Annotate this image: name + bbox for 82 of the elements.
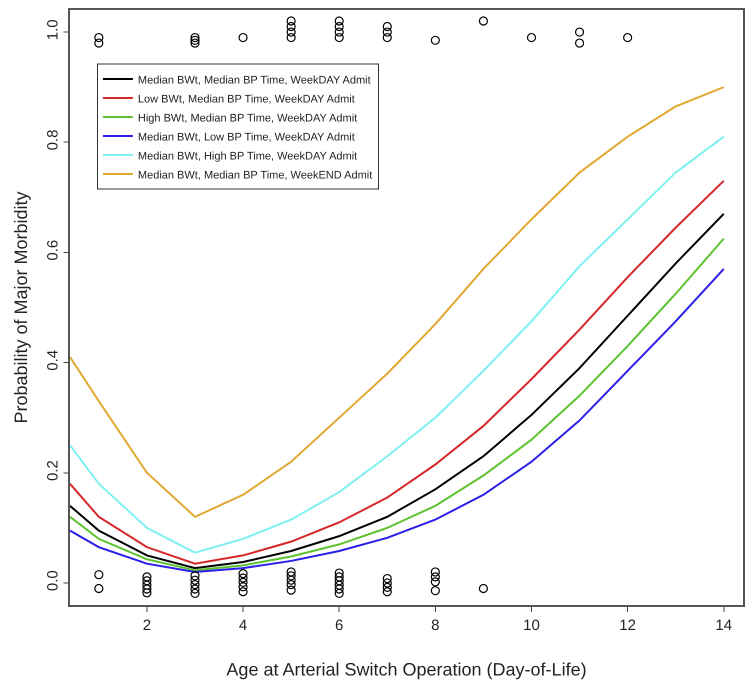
point	[334, 568, 344, 578]
point	[238, 582, 248, 592]
point	[334, 584, 344, 594]
x-tick-label: 14	[715, 616, 732, 634]
point	[142, 584, 152, 594]
point	[574, 27, 584, 37]
point	[142, 576, 152, 586]
point	[142, 572, 152, 582]
point	[526, 32, 536, 42]
point	[286, 580, 296, 590]
point	[190, 36, 200, 45]
legend-label: Low BWt, Median BP Time, WeekDAY Admit	[138, 93, 355, 106]
point	[190, 38, 200, 48]
point	[94, 570, 104, 580]
point	[286, 571, 296, 580]
point	[430, 577, 440, 586]
point	[574, 38, 584, 48]
x-tick-label: 6	[335, 616, 344, 634]
point	[238, 569, 248, 578]
y-axis-title: Probability of Major Morbidity	[10, 191, 31, 424]
x-tick-label: 10	[523, 616, 540, 634]
y-tick-label: 0.0	[44, 570, 62, 592]
point	[94, 32, 104, 42]
point	[430, 586, 440, 596]
point	[430, 36, 440, 45]
point	[334, 572, 344, 582]
point	[430, 572, 440, 582]
point	[94, 584, 104, 594]
x-tick-label: 2	[142, 616, 152, 634]
y-tick-label: 0.6	[44, 240, 62, 261]
point	[238, 32, 248, 42]
point	[190, 571, 200, 580]
point	[190, 576, 200, 585]
x-axis-title: Age at Arterial Switch Operation (Day-of-Life)	[226, 659, 587, 680]
point	[286, 586, 296, 595]
x-tick-label: 8	[431, 616, 440, 634]
point	[286, 16, 296, 26]
point	[286, 27, 296, 37]
x-tick-label: 12	[619, 616, 636, 634]
point	[382, 582, 392, 592]
point	[334, 32, 344, 42]
point	[286, 32, 296, 42]
point	[382, 32, 392, 42]
point	[238, 573, 248, 583]
line-series	[70, 86, 725, 518]
y-tick-label: 0.2	[44, 460, 62, 481]
point	[286, 22, 296, 32]
legend-label: Median BWt, High BP Time, WeekDAY Admit	[138, 150, 358, 162]
point	[334, 576, 344, 586]
point	[190, 584, 200, 594]
point	[382, 578, 392, 588]
y-tick-label: 0.4	[44, 350, 62, 371]
point	[238, 578, 248, 588]
point	[334, 27, 344, 37]
point	[623, 32, 632, 42]
point	[334, 588, 344, 598]
x-tick-label: 4	[238, 616, 248, 634]
point	[142, 580, 152, 590]
point	[286, 567, 296, 577]
point	[286, 576, 296, 585]
point	[94, 38, 104, 48]
point	[430, 567, 440, 577]
y-tick-label: 1.0	[44, 19, 62, 40]
y-tick-label: 0.8	[44, 130, 62, 150]
point	[382, 587, 392, 596]
point	[334, 16, 344, 26]
point	[382, 22, 392, 32]
point	[142, 588, 152, 598]
legend-label: Median BWt, Low BP Time, WeekDAY Admit	[138, 131, 355, 144]
point	[190, 588, 200, 598]
point	[190, 580, 200, 590]
point	[382, 27, 392, 37]
point	[334, 22, 344, 32]
legend-label: Median BWt, Median BP Time, WeekDAY Admit	[138, 74, 371, 86]
point	[238, 587, 248, 596]
legend-label: High BWt, Median BP Time, WeekDAY Admit	[138, 112, 358, 124]
point	[382, 574, 392, 584]
point	[478, 16, 488, 26]
point	[478, 584, 488, 594]
legend-label: Median BWt, Median BP Time, WeekEND Admit	[138, 169, 372, 182]
point	[334, 580, 344, 590]
point	[190, 32, 200, 42]
